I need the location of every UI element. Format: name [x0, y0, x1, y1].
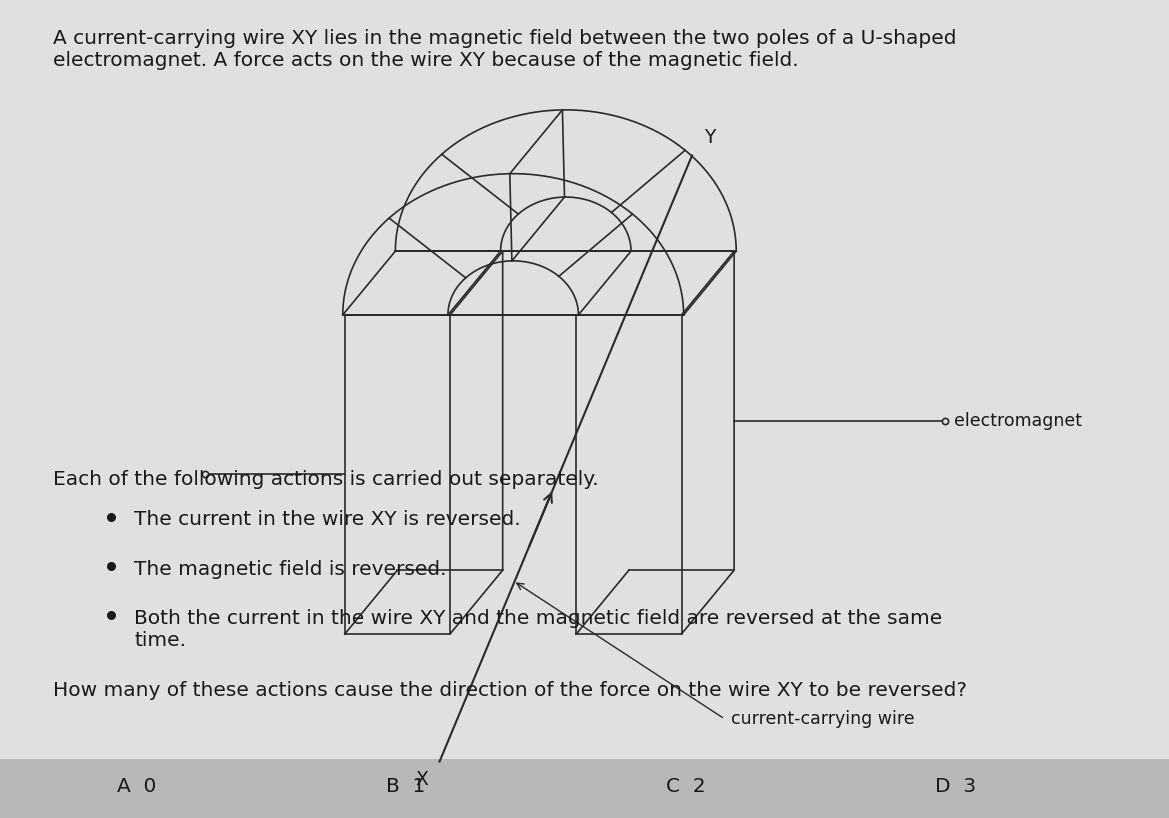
Text: The magnetic field is reversed.: The magnetic field is reversed. — [134, 560, 447, 578]
Text: X: X — [415, 770, 428, 789]
Text: C  2: C 2 — [666, 777, 706, 797]
Text: electromagnet: electromagnet — [954, 412, 1081, 430]
Bar — [0, 759, 1169, 818]
Text: D  3: D 3 — [935, 777, 976, 797]
Text: B  1: B 1 — [386, 777, 426, 797]
Text: Each of the following actions is carried out separately.: Each of the following actions is carried… — [53, 470, 599, 489]
Text: How many of these actions cause the direction of the force on the wire XY to be : How many of these actions cause the dire… — [53, 681, 967, 699]
Text: time.: time. — [134, 631, 186, 650]
Text: Both the current in the wire XY and the magnetic field are reversed at the same: Both the current in the wire XY and the … — [134, 609, 942, 627]
Text: electromagnet. A force acts on the wire XY because of the magnetic field.: electromagnet. A force acts on the wire … — [53, 51, 798, 70]
Text: current-carrying wire: current-carrying wire — [731, 710, 914, 728]
Text: Y: Y — [704, 128, 715, 147]
Text: A  0: A 0 — [117, 777, 157, 797]
Text: A current-carrying wire XY lies in the magnetic field between the two poles of a: A current-carrying wire XY lies in the m… — [53, 29, 956, 47]
Text: The current in the wire XY is reversed.: The current in the wire XY is reversed. — [134, 510, 521, 529]
